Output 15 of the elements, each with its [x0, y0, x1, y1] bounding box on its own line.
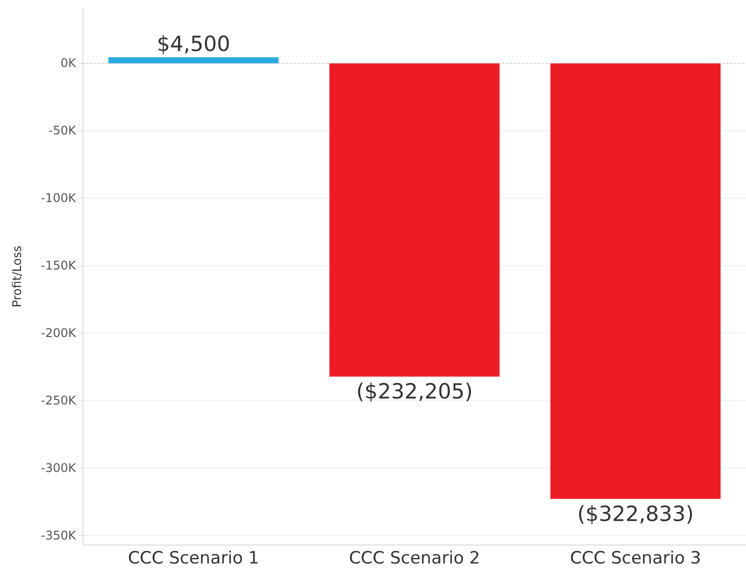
x-tick-label: CCC Scenario 2: [348, 548, 480, 568]
y-tick-label: -100K: [40, 191, 78, 206]
y-tick-label: -200K: [40, 326, 78, 340]
x-tick-label: CCC Scenario 3: [570, 548, 702, 568]
y-tick-label: -300K: [40, 460, 78, 475]
y-axis-title: Profit/Loss: [10, 246, 24, 308]
data-label: ($232,205): [356, 380, 473, 404]
y-tick-label: -150K: [40, 258, 78, 273]
y-tick-label: -50K: [48, 124, 78, 138]
y-tick-label: -350K: [40, 528, 78, 542]
data-label: $4,500: [156, 32, 230, 56]
x-tick-label: CCC Scenario 1: [128, 548, 260, 568]
y-tick-label: -250K: [40, 393, 78, 408]
y-tick-label: 0K: [60, 56, 78, 70]
data-label: ($322,833): [577, 502, 694, 526]
